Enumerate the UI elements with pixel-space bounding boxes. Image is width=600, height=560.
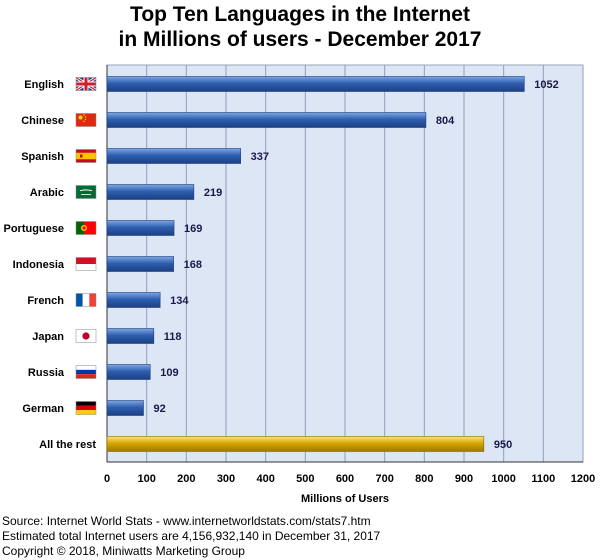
source-note: Source: Internet World Stats - www.inter… — [2, 514, 371, 528]
indonesia-flag-icon — [75, 257, 97, 271]
x-tick-label: 900 — [455, 473, 473, 485]
x-tick-label: 1100 — [531, 473, 555, 485]
x-tick-label: 100 — [137, 473, 155, 485]
data-labels: 1052 804 337 219 169 168 134 118 109 92 950 — [153, 79, 558, 451]
russia-flag-icon — [75, 365, 97, 379]
chart-title: Top Ten Languages in the Internet — [130, 3, 470, 26]
total-users-note: Estimated total Internet users are 4,156… — [2, 529, 381, 543]
category-label: Japan — [32, 331, 64, 343]
japan-flag-icon — [75, 329, 97, 343]
data-label: 219 — [204, 187, 222, 199]
saudi-arabia-flag-icon — [75, 185, 97, 199]
category-label: Chinese — [21, 115, 64, 127]
uk-flag-icon — [75, 76, 97, 92]
data-label: 134 — [170, 295, 189, 307]
data-label: 950 — [494, 439, 512, 451]
x-tick-label: 600 — [336, 473, 354, 485]
bar-chinese — [106, 112, 427, 128]
x-tick-label: 400 — [256, 473, 274, 485]
france-flag-icon — [75, 293, 97, 307]
category-label: French — [27, 295, 64, 307]
x-tick-label: 300 — [217, 473, 235, 485]
category-label: Indonesia — [13, 259, 65, 271]
category-label: Arabic — [30, 187, 64, 199]
bar-japan — [106, 328, 155, 344]
bar-arabic — [106, 184, 195, 200]
bars — [106, 76, 525, 452]
x-tick-label: 500 — [296, 473, 314, 485]
bar-all-the-rest — [106, 436, 485, 452]
category-labels: English Chinese Spanish Arabic Portuguese Ind… — [3, 79, 96, 451]
x-tick-label: 800 — [415, 473, 433, 485]
data-label: 92 — [153, 403, 165, 415]
x-tick-label: 700 — [375, 473, 393, 485]
data-label: 337 — [251, 151, 269, 163]
x-tick-labels: 0 100 200 300 400 500 600 700 800 900 1000 1100 1200 — [104, 473, 595, 485]
bar-russia — [106, 364, 151, 380]
bar-spanish — [106, 148, 241, 164]
data-label: 804 — [436, 115, 455, 127]
portugal-flag-icon — [75, 221, 97, 235]
bar-french — [106, 292, 161, 308]
data-label: 168 — [184, 259, 202, 271]
category-label: German — [22, 403, 64, 415]
data-label: 169 — [184, 223, 202, 235]
x-tick-label: 1200 — [571, 473, 595, 485]
x-tick-label: 0 — [104, 473, 110, 485]
category-label: English — [24, 79, 64, 91]
bar-indonesia — [106, 256, 174, 272]
copyright-note: Copyright © 2018, Miniwatts Marketing Gr… — [2, 544, 245, 558]
gridlines — [106, 65, 584, 463]
category-label: Russia — [28, 367, 65, 379]
bar-german — [106, 400, 144, 416]
category-label: Spanish — [21, 151, 64, 163]
bar-english — [106, 76, 525, 92]
category-label: All the rest — [39, 439, 96, 451]
data-label: 1052 — [534, 79, 558, 91]
flag-icons — [75, 76, 97, 415]
chart-subtitle: in Millions of users - December 2017 — [118, 28, 482, 51]
china-flag-icon — [75, 113, 97, 127]
bar-chart: 1052 804 337 219 169 168 134 118 109 92 950 Englis… — [3, 64, 595, 505]
data-label: 118 — [164, 331, 182, 343]
germany-flag-icon — [75, 401, 97, 415]
spain-flag-icon — [75, 149, 97, 163]
x-tick-label: 1000 — [491, 473, 515, 485]
x-axis-label: Millions of Users — [301, 493, 389, 505]
data-label: 109 — [160, 367, 178, 379]
bar-portuguese — [106, 220, 175, 236]
category-label: Portuguese — [3, 223, 64, 235]
x-tick-label: 200 — [177, 473, 195, 485]
